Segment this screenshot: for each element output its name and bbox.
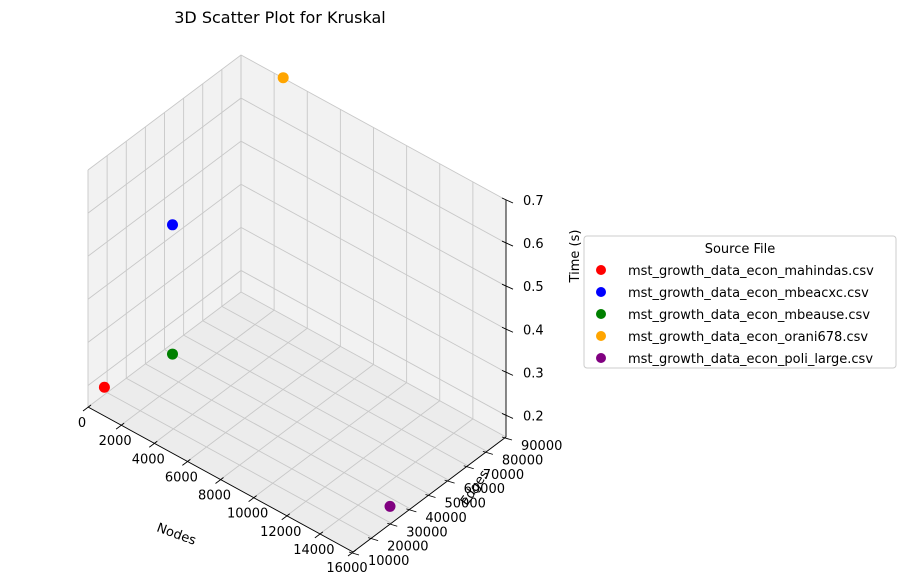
legend-entry-label: mst_growth_data_econ_orani678.csv	[628, 330, 868, 345]
z-tick-mark	[501, 413, 514, 419]
x-tick-mark	[148, 440, 158, 448]
y-tick-label: 20000	[387, 540, 428, 555]
data-points	[98, 72, 396, 512]
y-axis-line	[352, 436, 507, 553]
data-point	[98, 381, 110, 393]
y-gridline	[144, 126, 411, 510]
z-tick-mark	[501, 197, 514, 204]
x-tick-label: 2000	[99, 434, 132, 449]
z-tick-label: 0.7	[523, 194, 544, 209]
x-tick-label: 16000	[326, 561, 367, 576]
y-tick-mark	[501, 436, 513, 441]
x-tick-mark	[182, 459, 191, 466]
chart-title: 3D Scatter Plot for Kruskal	[174, 8, 386, 27]
legend: Source File mst_growth_data_econ_mahinda…	[583, 235, 897, 369]
z-tick-label: 0.2	[523, 409, 544, 424]
y-tick-mark	[348, 551, 360, 556]
y-gridline	[221, 69, 488, 452]
legend-entry-label: mst_growth_data_econ_mbeause.csv	[628, 308, 870, 323]
z-tick-label: 0.3	[523, 366, 544, 381]
y-tick-label: 40000	[425, 511, 466, 526]
x-axis-label: Nodes	[155, 521, 199, 549]
y-tick-mark	[482, 450, 494, 455]
y-tick-label: 90000	[521, 439, 562, 454]
y-axis-ticks: 1000020000300004000050000600007000080000…	[348, 436, 562, 569]
y-tick-mark	[387, 522, 398, 527]
y-gridline	[202, 83, 468, 467]
x-tick-mark	[215, 477, 224, 484]
data-point	[166, 219, 178, 231]
x-tick-mark	[248, 495, 257, 502]
x-tick-mark	[115, 422, 125, 430]
y-tick-label: 70000	[483, 468, 524, 483]
z-axis-ticks: 0.2 0.3 0.4 0.5 0.6 0.7	[501, 194, 544, 424]
x-tick-label: 12000	[260, 525, 301, 540]
legend-marker	[596, 309, 606, 319]
y-tick-label: 50000	[445, 497, 486, 512]
z-gridline	[87, 269, 507, 416]
y-tick-mark	[406, 508, 417, 513]
y-tick-label: 80000	[502, 453, 543, 468]
y-tick-mark	[463, 465, 474, 470]
y-gridline	[240, 55, 507, 438]
y-gridline	[164, 112, 430, 495]
data-point	[277, 72, 289, 84]
legend-marker	[596, 265, 606, 275]
legend-items: mst_growth_data_econ_mahindas.csv mst_gro…	[596, 264, 874, 367]
x-tick-mark	[281, 513, 291, 521]
z-tick-label: 0.6	[523, 237, 544, 252]
legend-marker	[596, 287, 606, 297]
legend-marker	[596, 331, 606, 341]
y-tick-mark	[444, 479, 455, 484]
y-tick-label: 30000	[406, 525, 447, 540]
z-tick-mark	[501, 240, 514, 247]
y-gridline	[125, 141, 392, 524]
y-tick-mark	[425, 494, 436, 498]
legend-frame	[583, 235, 897, 369]
z-tick-mark	[501, 283, 514, 290]
z-gridline	[87, 140, 507, 287]
legend-entry-label: mst_growth_data_econ_poli_large.csv	[628, 352, 873, 367]
data-point	[166, 348, 178, 360]
z-gridline	[87, 97, 507, 244]
z-axis-label: Time (s)	[568, 230, 583, 284]
legend-title: Source File	[705, 242, 776, 257]
data-point	[384, 500, 396, 512]
legend-marker	[596, 353, 606, 363]
z-gridline	[87, 54, 507, 201]
y-tick-label: 10000	[368, 554, 409, 569]
legend-entry-label: mst_growth_data_econ_mbeacxc.csv	[628, 286, 869, 301]
x-tick-label: 8000	[198, 489, 231, 504]
z-tick-label: 0.5	[523, 280, 544, 295]
z-gridline	[87, 226, 507, 373]
x-tick-mark	[314, 531, 324, 539]
x-tick-label: 4000	[132, 452, 165, 467]
x-tick-label: 14000	[293, 543, 334, 558]
z-gridline	[87, 183, 507, 330]
z-tick-label: 0.4	[523, 323, 544, 338]
y-gridline	[106, 155, 373, 539]
x-tick-label: 0	[78, 416, 86, 431]
z-tick-mark	[501, 369, 514, 376]
x-tick-label: 10000	[227, 507, 268, 522]
x-tick-mark	[82, 404, 92, 412]
y-gridline	[183, 98, 449, 481]
x-tick-label: 6000	[165, 470, 198, 485]
y-tick-mark	[367, 537, 379, 542]
z-tick-mark	[501, 326, 514, 333]
y-tick-label: 60000	[464, 482, 505, 497]
legend-entry-label: mst_growth_data_econ_mahindas.csv	[628, 264, 874, 279]
